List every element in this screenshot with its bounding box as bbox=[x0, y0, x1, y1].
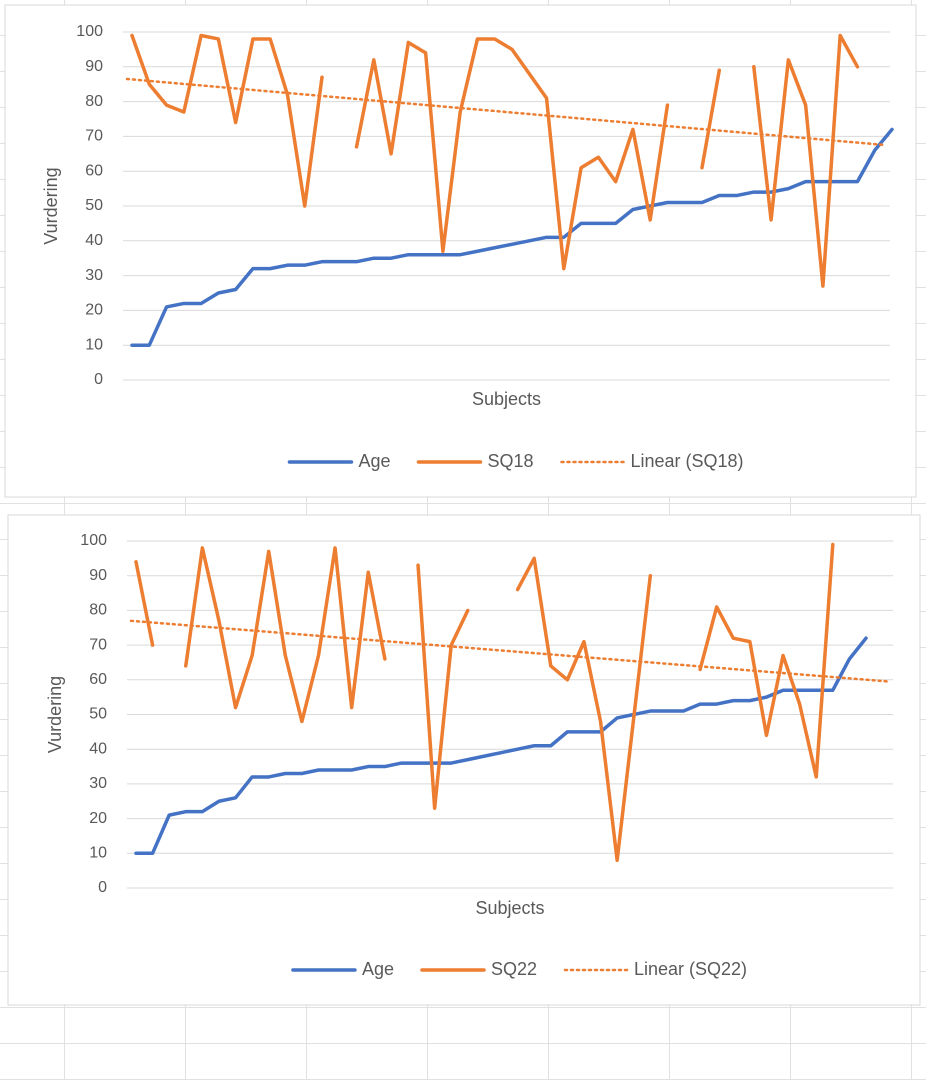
legend-label: Age bbox=[362, 959, 394, 979]
y-tick-label: 100 bbox=[80, 532, 107, 549]
trend-line bbox=[129, 619, 891, 683]
y-axis-title: Vurdering bbox=[45, 676, 65, 753]
y-axis-title: Vurdering bbox=[41, 167, 61, 244]
y-tick-label: 10 bbox=[85, 336, 103, 353]
data-line bbox=[354, 37, 670, 271]
y-tick-label: 100 bbox=[76, 23, 103, 40]
y-tick-label: 90 bbox=[85, 58, 103, 75]
data-line bbox=[130, 33, 324, 208]
y-tick-label: 10 bbox=[89, 845, 107, 862]
y-tick-label: 30 bbox=[89, 775, 107, 792]
y-tick-label: 40 bbox=[89, 740, 107, 757]
y-tick-label: 0 bbox=[94, 371, 103, 388]
chart-frame bbox=[4, 4, 917, 498]
y-tick-label: 0 bbox=[98, 879, 107, 896]
y-tick-label: 80 bbox=[85, 93, 103, 110]
data-line bbox=[134, 560, 155, 647]
y-tick-label: 50 bbox=[89, 706, 107, 723]
x-axis-title: Subjects bbox=[475, 898, 544, 918]
y-tick-label: 60 bbox=[89, 671, 107, 688]
y-tick-label: 60 bbox=[85, 162, 103, 179]
x-axis-title: Subjects bbox=[472, 389, 541, 409]
legend-label: SQ22 bbox=[491, 959, 537, 979]
legend-label: Linear (SQ18) bbox=[631, 451, 744, 471]
y-tick-label: 50 bbox=[85, 197, 103, 214]
y-tick-label: 20 bbox=[89, 810, 107, 827]
y-tick-label: 20 bbox=[85, 302, 103, 319]
legend-label: Linear (SQ22) bbox=[634, 959, 747, 979]
data-line bbox=[416, 563, 470, 810]
legend-label: Age bbox=[358, 451, 390, 471]
y-tick-label: 30 bbox=[85, 267, 103, 284]
y-tick-label: 90 bbox=[89, 567, 107, 584]
data-line bbox=[752, 33, 860, 288]
y-tick-label: 70 bbox=[85, 128, 103, 145]
y-tick-label: 40 bbox=[85, 232, 103, 249]
data-line bbox=[700, 68, 722, 170]
data-line bbox=[515, 556, 653, 862]
data-line bbox=[130, 127, 894, 347]
y-tick-label: 70 bbox=[89, 636, 107, 653]
data-line bbox=[184, 546, 387, 724]
data-line bbox=[698, 542, 835, 779]
trend-line bbox=[125, 77, 888, 147]
data-line bbox=[134, 636, 868, 856]
legend-label: SQ18 bbox=[487, 451, 533, 471]
y-tick-label: 80 bbox=[89, 602, 107, 619]
